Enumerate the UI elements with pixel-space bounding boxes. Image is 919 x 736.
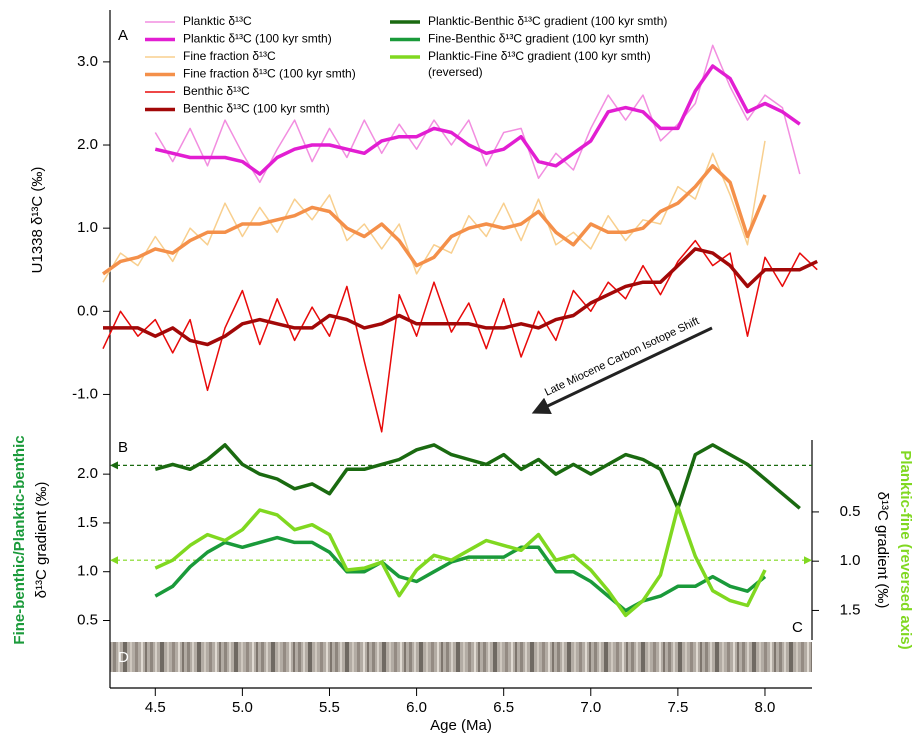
y2-tick-label: 0.5 (840, 503, 861, 520)
y2-tick-label: 1.5 (840, 601, 861, 618)
legend-label: Fine-Benthic δ¹³C gradient (100 kyr smth… (428, 32, 649, 46)
chart: Late Miocene Carbon Isotope Shift U1338 … (0, 0, 919, 736)
series-line (155, 538, 765, 611)
reference-arrow (110, 556, 118, 564)
x-tick-label: 7.0 (580, 699, 601, 716)
series-line (155, 445, 800, 508)
y-tick-label: 0.5 (77, 611, 98, 628)
series-line (155, 66, 800, 174)
series-line (103, 241, 817, 432)
legend-label: Planktic-Benthic δ¹³C gradient (100 kyr … (428, 14, 667, 28)
y-tick-label: 2.0 (77, 136, 98, 153)
reference-arrow (804, 556, 812, 564)
y-axis-label: δ¹³C gradient (‰) (33, 482, 50, 599)
core-image (110, 642, 812, 672)
y-axis-label: U1338 δ¹³C (‰) (29, 167, 46, 274)
legend-label: Benthic δ¹³C (100 kyr smth) (183, 102, 330, 116)
y-tick-label: 1.5 (77, 514, 98, 531)
y-tick-label: 0.0 (77, 302, 98, 319)
legend-label: Planktic δ¹³C (183, 14, 252, 28)
shift-annotation: Late Miocene Carbon Isotope Shift (543, 315, 701, 398)
y2-axis-label: δ¹³C gradient (‰) (874, 492, 891, 609)
y-tick-label: 1.0 (77, 219, 98, 236)
reference-arrow (110, 461, 118, 469)
y2-axis-label: Planktic-fine (reversed axis) (897, 450, 914, 649)
x-tick-label: 8.0 (755, 699, 776, 716)
legend-label: Fine fraction δ¹³C (100 kyr smth) (183, 67, 356, 81)
shift-arrow (535, 328, 712, 412)
series-line (103, 141, 765, 282)
y2-tick-label: 1.0 (840, 552, 861, 569)
legend-label: Planktic δ¹³C (100 kyr smth) (183, 32, 332, 46)
panel-label: C (792, 619, 803, 636)
legend-label: Fine fraction δ¹³C (183, 49, 276, 63)
panel-label: A (118, 27, 128, 44)
legend-label: Benthic δ¹³C (183, 84, 250, 98)
panel-label: B (118, 439, 128, 456)
y-tick-label: 1.0 (77, 563, 98, 580)
panel-label: D (118, 649, 129, 666)
y-axis-label: Fine-benthic/Planktic-benthic (11, 435, 28, 644)
x-tick-label: 4.5 (145, 699, 166, 716)
x-tick-label: 5.0 (232, 699, 253, 716)
y-tick-label: 2.0 (77, 465, 98, 482)
x-tick-label: 6.0 (406, 699, 427, 716)
series-line (103, 166, 765, 274)
y-tick-label: 3.0 (77, 53, 98, 70)
x-axis-label: Age (Ma) (430, 717, 492, 734)
legend-label: Planktic-Fine δ¹³C gradient (100 kyr smt… (428, 49, 651, 79)
x-tick-label: 5.5 (319, 699, 340, 716)
x-tick-label: 6.5 (493, 699, 514, 716)
y-tick-label: -1.0 (72, 385, 98, 402)
x-tick-label: 7.5 (667, 699, 688, 716)
